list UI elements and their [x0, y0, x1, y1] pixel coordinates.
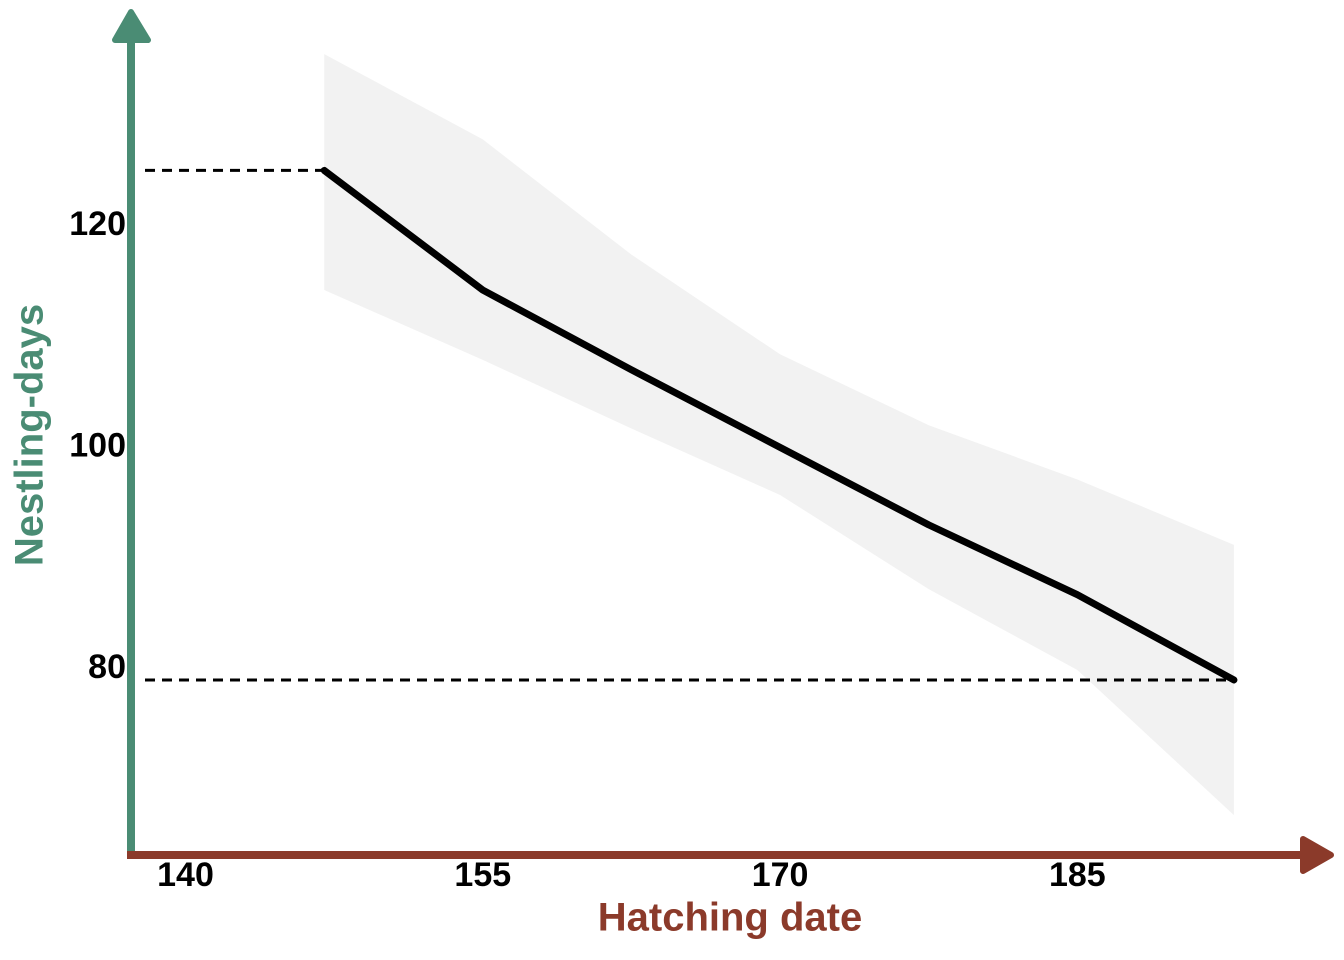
y-axis-arrow — [112, 9, 151, 43]
x-tick-label: 170 — [752, 856, 809, 894]
x-axis-title: Hatching date — [598, 896, 862, 940]
y-tick-label: 120 — [69, 205, 126, 243]
x-axis-arrow — [1300, 836, 1334, 874]
y-tick-label: 100 — [69, 426, 126, 464]
x-tick-label: 140 — [157, 856, 214, 894]
x-tick-label: 185 — [1049, 856, 1106, 894]
confidence-band — [324, 54, 1234, 816]
x-tick-label: 155 — [454, 856, 511, 894]
y-axis-title: Nestling-days — [8, 304, 52, 566]
fit-line — [320, 166, 1238, 684]
y-tick-label: 80 — [88, 648, 126, 686]
